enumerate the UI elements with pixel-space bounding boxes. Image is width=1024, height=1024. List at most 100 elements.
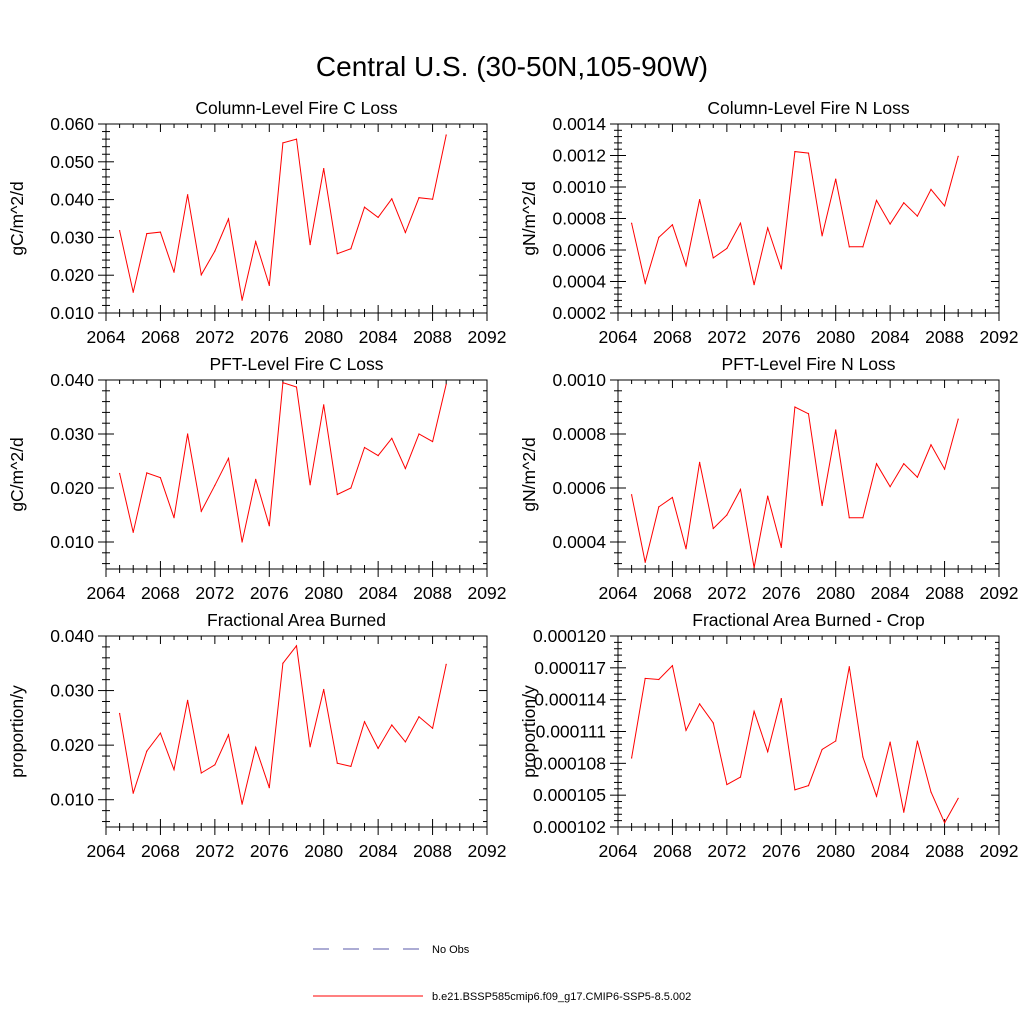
- data-point: [241, 803, 243, 805]
- data-point: [282, 382, 284, 384]
- y-tick-label: 0.000105: [533, 785, 606, 805]
- x-tick-label: 2092: [468, 841, 507, 861]
- data-point: [187, 699, 189, 701]
- data-point: [377, 216, 379, 218]
- x-tick-label: 2068: [141, 583, 180, 603]
- data-point: [377, 455, 379, 457]
- data-point: [916, 476, 918, 478]
- x-tick-label: 2080: [816, 583, 855, 603]
- data-point: [685, 548, 687, 550]
- data-point: [255, 478, 257, 480]
- x-tick-label: 2080: [304, 841, 343, 861]
- data-point: [753, 710, 755, 712]
- y-tick-label: 0.0006: [552, 478, 606, 498]
- data-point: [350, 248, 352, 250]
- data-point: [173, 769, 175, 771]
- data-point: [685, 729, 687, 732]
- x-tick-label: 2072: [195, 583, 234, 603]
- legend: No Obs b.e21.BSSP585cmip6.f09_g17.CMIP6-…: [313, 944, 691, 1003]
- y-tick-label: 0.010: [50, 532, 94, 552]
- data-point: [227, 734, 230, 736]
- data-point: [295, 645, 298, 647]
- panels: Column-Level Fire C Loss gC/m^2/d 2064 2068…: [7, 98, 1018, 861]
- y-axis-label: gN/m^2/d: [519, 437, 539, 511]
- data-point: [282, 142, 284, 144]
- data-point: [658, 678, 660, 681]
- data-point: [644, 282, 646, 284]
- panel-1: Column-Level Fire C Loss gC/m^2/d 2064 2068…: [7, 98, 506, 347]
- x-tick-label: 2072: [195, 327, 234, 347]
- panel-title: Fractional Area Burned - Crop: [692, 610, 924, 630]
- data-point: [712, 722, 714, 724]
- data-point: [875, 199, 878, 201]
- data-point: [295, 138, 298, 140]
- data-point: [957, 797, 959, 799]
- x-tick-label: 2088: [413, 327, 452, 347]
- y-axis-label: gN/m^2/d: [519, 181, 539, 255]
- legend-label-no-obs: No Obs: [432, 944, 470, 956]
- y-tick-label: 0.040: [50, 626, 94, 646]
- data-point: [631, 222, 633, 224]
- x-tick-label: 2080: [816, 327, 855, 347]
- x-tick-label: 2080: [816, 841, 855, 861]
- data-point: [404, 741, 406, 743]
- data-point: [159, 477, 162, 479]
- x-tick-label: 2064: [599, 841, 638, 861]
- y-tick-label: 0.030: [50, 681, 94, 701]
- data-point: [753, 567, 755, 569]
- x-tick-label: 2092: [980, 583, 1019, 603]
- x-tick-label: 2092: [468, 583, 507, 603]
- data-point: [363, 446, 366, 449]
- data-point: [214, 250, 216, 252]
- x-tick-label: 2092: [980, 841, 1019, 861]
- y-axis-label: gC/m^2/d: [7, 437, 27, 511]
- data-point: [712, 257, 714, 259]
- y-tick-label: 0.020: [50, 265, 94, 285]
- x-tick-label: 2084: [359, 583, 398, 603]
- x-tick-label: 2088: [413, 841, 452, 861]
- data-point: [739, 776, 742, 778]
- data-point: [903, 202, 905, 204]
- data-point: [631, 757, 633, 759]
- data-point: [268, 787, 270, 789]
- x-tick-label: 2076: [250, 583, 289, 603]
- data-point: [658, 506, 660, 508]
- y-tick-label: 0.0014: [552, 114, 606, 134]
- x-tick-label: 2084: [871, 583, 910, 603]
- data-point: [780, 268, 782, 270]
- data-point: [957, 418, 959, 420]
- data-point: [767, 495, 769, 497]
- panel-2: Column-Level Fire N Loss gN/m^2/d 2064 2068…: [519, 98, 1018, 347]
- plot-frame: [617, 379, 1000, 570]
- data-point: [200, 274, 202, 276]
- data-point: [631, 494, 633, 496]
- data-point: [658, 236, 660, 238]
- data-point: [431, 198, 434, 200]
- data-point: [835, 740, 837, 742]
- data-point: [807, 785, 810, 787]
- data-point: [173, 271, 175, 273]
- y-tick-label: 0.0008: [552, 424, 606, 444]
- plot-frame: [105, 635, 488, 828]
- data-point: [255, 240, 257, 243]
- data-point: [187, 433, 189, 435]
- data-point: [159, 231, 162, 233]
- data-point: [671, 224, 674, 226]
- data-point: [807, 413, 810, 415]
- y-tick-label: 0.000120: [533, 626, 606, 646]
- x-tick-label: 2068: [653, 841, 692, 861]
- x-tick-label: 2064: [87, 327, 126, 347]
- data-point: [268, 284, 270, 287]
- data-point: [685, 265, 687, 267]
- data-point: [767, 227, 769, 229]
- y-tick-label: 0.000102: [533, 817, 606, 837]
- data-point: [957, 155, 959, 157]
- data-point: [753, 284, 755, 286]
- x-tick-label: 2076: [250, 327, 289, 347]
- panel-title: Column-Level Fire C Loss: [195, 98, 398, 118]
- data-point: [930, 791, 932, 793]
- plot-frame: [617, 635, 1000, 828]
- data-point: [726, 514, 728, 516]
- data-point: [943, 822, 946, 824]
